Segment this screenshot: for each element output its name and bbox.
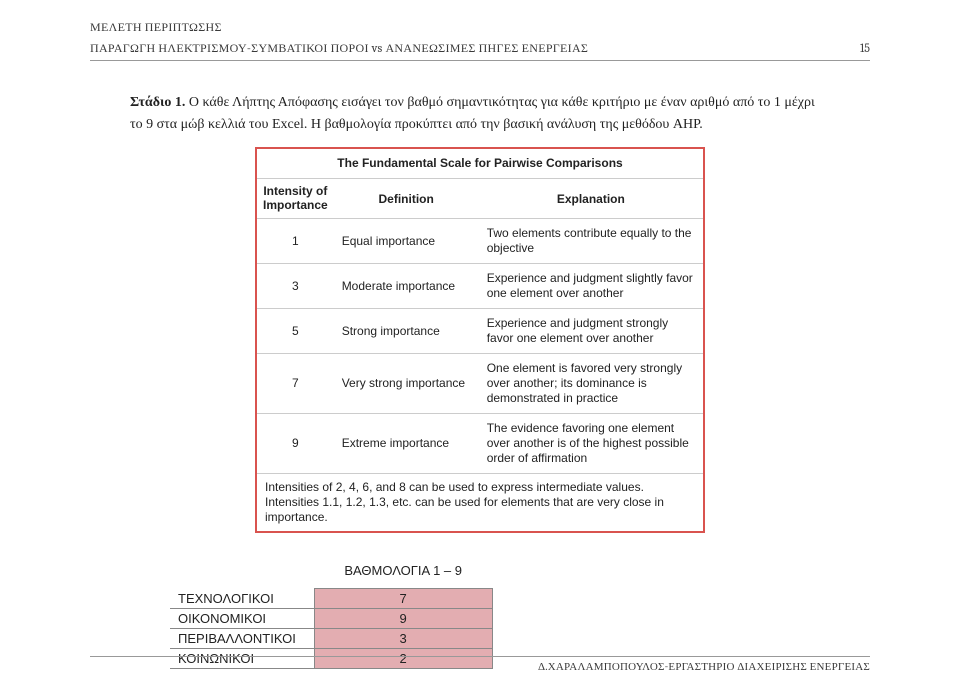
score-value: 3 (314, 629, 492, 649)
scale-footnote: Intensities of 2, 4, 6, and 8 can be use… (256, 474, 704, 533)
score-label: ΟΙΚΟΝΟΜΙΚΟΙ (170, 609, 314, 629)
doc-header-line2: ΠΑΡΑΓΩΓΗ ΗΛΕΚΤΡΙΣΜΟΥ-ΣΥΜΒΑΤΙΚΟΙ ΠΟΡΟΙ vs… (90, 41, 588, 56)
scale-row: 9Extreme importanceThe evidence favoring… (256, 414, 704, 474)
scale-col-explanation: Explanation (479, 178, 704, 219)
scores-heading: ΒΑΘΜΟΛΟΓΙΑ 1 – 9 (314, 553, 492, 589)
scale-header-row: Intensity ofImportance Definition Explan… (256, 178, 704, 219)
score-label: ΤΕΧΝΟΛΟΓΙΚΟΙ (170, 589, 314, 609)
scale-intensity: 3 (256, 264, 334, 309)
scale-explanation: One element is favored very strongly ove… (479, 354, 704, 414)
scale-definition: Extreme importance (334, 414, 479, 474)
page-footer: Δ.ΧΑΡΑΛΑΜΠΟΠΟΥΛΟΣ-ΕΡΓΑΣΤΗΡΙΟ ΔΙΑΧΕΙΡΙΣΗΣ… (90, 656, 870, 673)
scale-definition: Strong importance (334, 309, 479, 354)
doc-header-line1: ΜΕΛΕΤΗ ΠΕΡΙΠΤΩΣΗΣ (90, 20, 870, 35)
scale-explanation: Experience and judgment slightly favor o… (479, 264, 704, 309)
score-row: ΤΕΧΝΟΛΟΓΙΚΟΙ7 (170, 589, 492, 609)
scale-row: 1Equal importanceTwo elements contribute… (256, 219, 704, 264)
criteria-scores-table: ΒΑΘΜΟΛΟΓΙΑ 1 – 9 ΤΕΧΝΟΛΟΓΙΚΟΙ7 ΟΙΚΟΝΟΜΙΚ… (170, 553, 493, 669)
scale-intensity: 5 (256, 309, 334, 354)
scale-intensity: 9 (256, 414, 334, 474)
scale-explanation: Experience and judgment strongly favor o… (479, 309, 704, 354)
score-label: ΠΕΡΙΒΑΛΛΟΝΤΙΚΟΙ (170, 629, 314, 649)
intro-text: Ο κάθε Λήπτης Απόφασης εισάγει τον βαθμό… (130, 95, 815, 132)
scale-intensity: 7 (256, 354, 334, 414)
score-value: 9 (314, 609, 492, 629)
score-value: 7 (314, 589, 492, 609)
scale-row: 3Moderate importanceExperience and judgm… (256, 264, 704, 309)
scale-col-intensity: Intensity ofImportance (256, 178, 334, 219)
scale-title: The Fundamental Scale for Pairwise Compa… (256, 148, 704, 179)
scale-explanation: The evidence favoring one element over a… (479, 414, 704, 474)
scale-definition: Moderate importance (334, 264, 479, 309)
scale-intensity: 1 (256, 219, 334, 264)
page-content: Στάδιο 1. Ο κάθε Λήπτης Απόφασης εισάγει… (90, 67, 870, 669)
scale-definition: Equal importance (334, 219, 479, 264)
score-row: ΟΙΚΟΝΟΜΙΚΟΙ9 (170, 609, 492, 629)
page-number: 15 (860, 41, 870, 55)
score-row: ΠΕΡΙΒΑΛΛΟΝΤΙΚΟΙ3 (170, 629, 492, 649)
stage-label: Στάδιο 1. (130, 95, 185, 110)
scale-row: 7Very strong importanceOne element is fa… (256, 354, 704, 414)
intro-paragraph: Στάδιο 1. Ο κάθε Λήπτης Απόφασης εισάγει… (130, 92, 830, 137)
scale-row: 5Strong importanceExperience and judgmen… (256, 309, 704, 354)
scale-footnote-text: Intensities of 2, 4, 6, and 8 can be use… (256, 474, 704, 533)
scale-definition: Very strong importance (334, 354, 479, 414)
scale-col-definition: Definition (334, 178, 479, 219)
fundamental-scale-table: The Fundamental Scale for Pairwise Compa… (255, 147, 705, 534)
doc-header-rule: ΠΑΡΑΓΩΓΗ ΗΛΕΚΤΡΙΣΜΟΥ-ΣΥΜΒΑΤΙΚΟΙ ΠΟΡΟΙ vs… (90, 41, 870, 61)
scale-explanation: Two elements contribute equally to the o… (479, 219, 704, 264)
